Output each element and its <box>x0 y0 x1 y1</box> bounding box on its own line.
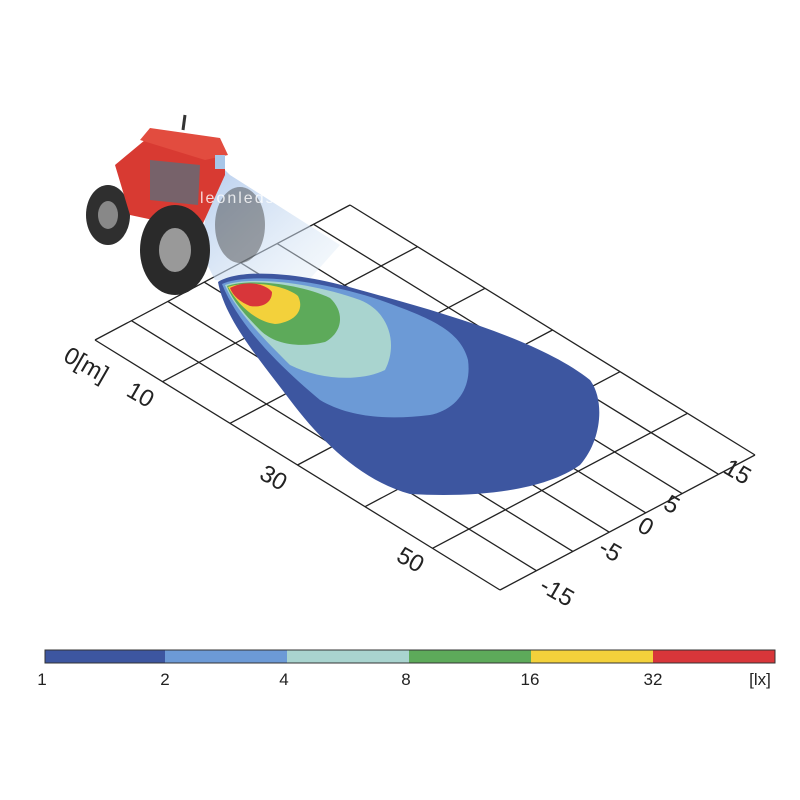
distance-label: 50 <box>392 542 429 579</box>
lateral-label: -5 <box>594 534 626 568</box>
lateral-label: 5 <box>659 490 684 520</box>
scale-label: 32 <box>644 670 663 689</box>
distance-unit: 0[m] <box>59 342 113 389</box>
lateral-label: 15 <box>719 454 756 491</box>
grid-line <box>349 204 756 456</box>
scale-label: 2 <box>160 670 169 689</box>
isolux-zones <box>218 273 600 495</box>
grid-line <box>499 454 756 591</box>
distance-label: 10 <box>122 377 159 414</box>
color-scale: 1 2 4 8 16 32 [lx] <box>37 649 776 689</box>
scale-label: 16 <box>521 670 540 689</box>
scale-label: 8 <box>401 670 410 689</box>
lateral-label: -15 <box>535 572 579 613</box>
zone-32 <box>230 283 272 307</box>
lateral-label: 0 <box>633 512 658 542</box>
scale-unit: [lx] <box>749 670 771 689</box>
distance-label: 30 <box>255 460 292 497</box>
grid-line <box>432 412 688 549</box>
grid-line <box>94 339 501 591</box>
scale-label: 4 <box>279 670 288 689</box>
light-cone <box>200 160 340 290</box>
scale-label: 1 <box>37 670 46 689</box>
tractor: leonleds.com <box>86 114 318 295</box>
watermark: leonleds.com <box>200 190 318 207</box>
